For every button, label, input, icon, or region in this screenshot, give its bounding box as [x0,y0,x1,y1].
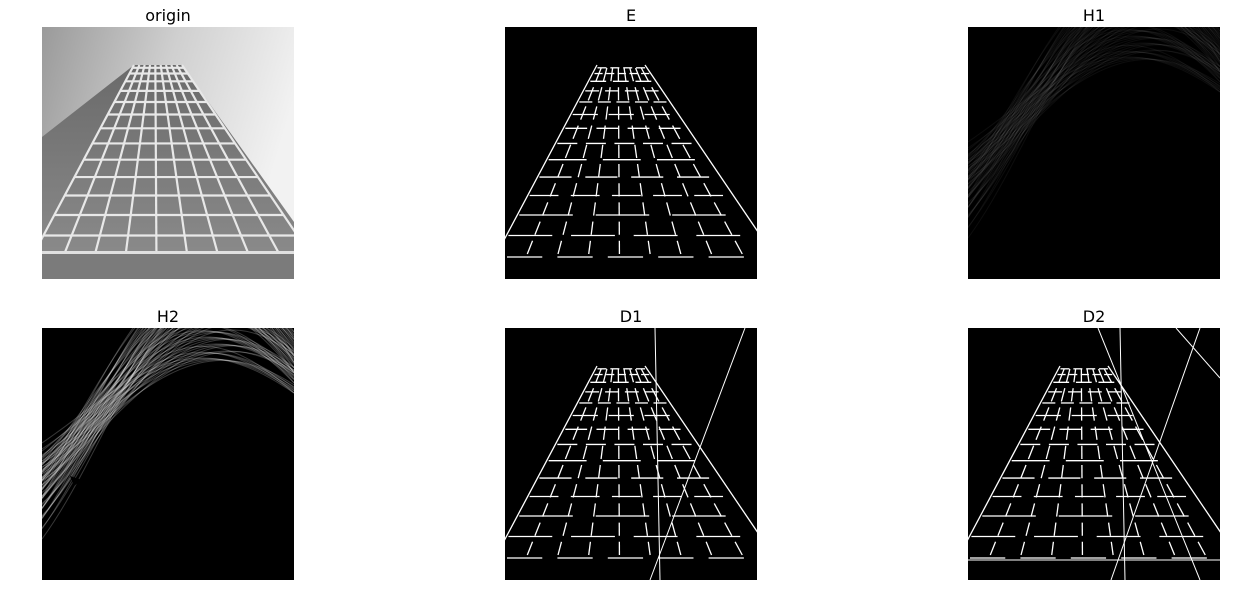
hough-space-enhanced-image [42,328,294,580]
panel-title: origin [42,5,294,27]
hough-space-image [968,27,1220,279]
detected-lines-image-1 [505,328,757,580]
panel-title: E [505,5,757,27]
panel-title: H2 [42,306,294,328]
panel-title: D1 [505,306,757,328]
panel-title: D2 [968,306,1220,328]
edge-map-image [505,27,757,279]
detected-lines-image-2 [968,328,1220,580]
panel-title: H1 [968,5,1220,27]
origin-building-photo [42,27,294,279]
